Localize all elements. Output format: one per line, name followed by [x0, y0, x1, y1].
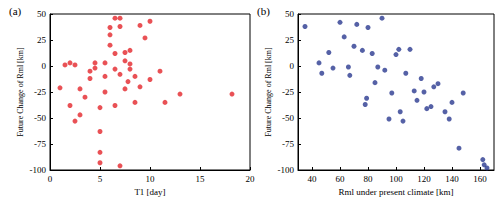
svg-text:Future Change of Rml [km]: Future Change of Rml [km]	[264, 47, 273, 137]
svg-text:-50: -50	[282, 113, 294, 123]
svg-text:160: 160	[473, 174, 487, 184]
svg-text:10: 10	[146, 174, 156, 184]
svg-text:(a): (a)	[9, 5, 22, 18]
svg-text:25: 25	[285, 35, 295, 45]
svg-text:-75: -75	[282, 139, 294, 149]
svg-text:25: 25	[37, 35, 47, 45]
svg-text:120: 120	[417, 174, 431, 184]
svg-text:50: 50	[285, 9, 295, 19]
svg-text:(b): (b)	[257, 5, 270, 18]
svg-text:-25: -25	[34, 87, 46, 97]
svg-text:T1 [day]: T1 [day]	[134, 187, 165, 197]
svg-text:-25: -25	[282, 87, 294, 97]
svg-text:-75: -75	[34, 139, 46, 149]
svg-text:-50: -50	[34, 113, 46, 123]
svg-text:Rml under present climate [km]: Rml under present climate [km]	[339, 187, 454, 197]
svg-text:0: 0	[48, 174, 53, 184]
svg-text:15: 15	[196, 174, 206, 184]
svg-text:5: 5	[98, 174, 103, 184]
svg-text:140: 140	[445, 174, 459, 184]
svg-text:50: 50	[37, 9, 47, 19]
svg-text:100: 100	[389, 174, 403, 184]
svg-text:0: 0	[290, 61, 295, 71]
svg-text:40: 40	[308, 174, 318, 184]
svg-text:60: 60	[336, 174, 346, 184]
svg-text:20: 20	[246, 174, 256, 184]
svg-text:0: 0	[42, 61, 47, 71]
svg-text:-100: -100	[278, 165, 295, 175]
svg-text:80: 80	[364, 174, 374, 184]
svg-text:-100: -100	[30, 165, 47, 175]
svg-text:Future Change of Rml [km]: Future Change of Rml [km]	[16, 47, 25, 137]
